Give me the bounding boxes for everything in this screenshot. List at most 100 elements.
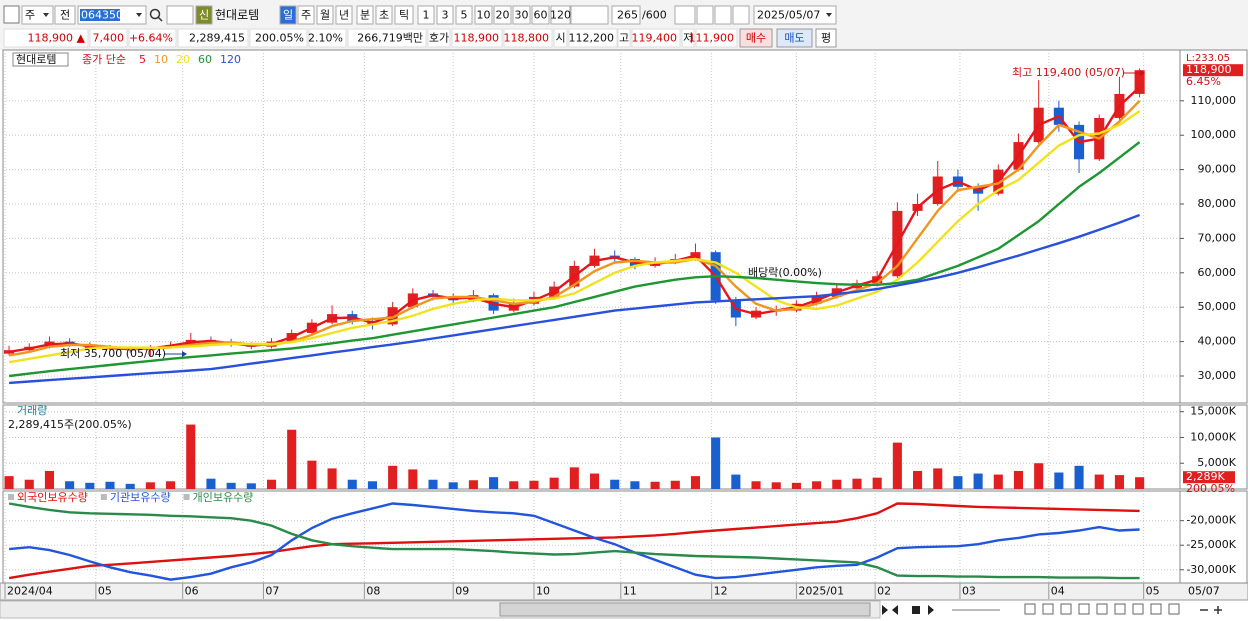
dropdown-arrow[interactable] [826,13,832,17]
toolbar-label[interactable]: 주 [301,9,311,22]
next-button[interactable] [928,605,934,615]
legend-entry[interactable]: 120 [220,53,241,66]
legend-entry[interactable]: 개인보유수량 [193,491,254,504]
settings-button[interactable] [732,5,750,25]
tool-button[interactable] [714,5,732,25]
legend-entry[interactable]: 기관보유수량 [110,491,171,504]
moving-average [8,141,1141,378]
order-button[interactable] [815,28,837,48]
toolbar-label[interactable]: 초 [379,9,389,22]
volume-bar [65,481,75,489]
view-button[interactable] [1096,603,1108,615]
toolbar-button[interactable] [375,5,393,25]
toolbar-label[interactable]: 주 [25,9,35,22]
volume-bar [125,483,135,489]
toolbar-button[interactable] [417,5,435,25]
toolbar-button[interactable] [54,5,76,25]
toolbar-button[interactable] [394,5,414,25]
view-button[interactable] [1078,603,1090,615]
legend-entry[interactable]: 20 [176,53,190,66]
volume-bar [731,474,741,489]
order-button[interactable] [776,28,813,48]
sound-button[interactable] [166,5,194,25]
toolbar-label[interactable]: 5 [461,9,468,22]
menu-icon[interactable] [3,5,20,24]
view-button[interactable] [1150,603,1162,615]
legend-entry[interactable]: 60 [198,53,212,66]
x-end-label: 05/07 [1188,585,1220,598]
toolbar-label[interactable]: 265 [617,9,638,22]
toolbar-button[interactable] [531,5,550,25]
dropdown-arrow[interactable] [43,13,49,17]
volume-bar [650,481,660,489]
legend-entry[interactable]: 외국인보유수량 [17,491,88,504]
quote-value[interactable]: 매수 [746,32,766,45]
toolbar-label[interactable]: 1 [423,9,430,22]
volume-bar [1054,472,1064,489]
play-button[interactable] [882,605,888,615]
toolbar-label[interactable]: 분 [360,9,370,22]
toolbar-label[interactable]: 전 [60,9,70,22]
toolbar-label[interactable]: 틱 [399,9,409,22]
toolbar-button[interactable] [611,5,641,25]
toolbar-label[interactable]: 064350 [81,9,123,22]
quote-value[interactable]: 매도 [784,32,804,45]
view-button[interactable] [1024,603,1036,615]
toolbar-button[interactable] [195,5,213,25]
toolbar-button[interactable] [753,5,837,25]
toolbar-label[interactable]: 120 [550,9,571,22]
order-button[interactable] [739,28,773,48]
legend-entry[interactable]: 5 [139,53,146,66]
view-button[interactable] [1114,603,1126,615]
view-button[interactable] [1060,603,1072,615]
toolbar-label[interactable]: 신 [199,9,209,22]
tool-button[interactable] [696,5,714,25]
tool-button[interactable] [674,5,696,25]
toolbar-button[interactable] [474,5,493,25]
volume-bar [367,481,377,489]
toolbar-button[interactable] [356,5,374,25]
legend-entry[interactable]: 10 [154,53,168,66]
volume-bar [913,470,923,489]
stop-button[interactable] [912,606,920,614]
x-tick-label: 10 [536,585,550,598]
toolbar-button[interactable] [550,5,571,25]
toolbar-button[interactable] [512,5,531,25]
quote-value[interactable]: 평 [821,32,831,45]
toolbar-button[interactable] [279,5,297,25]
volume-bar [630,481,640,489]
toolbar-label[interactable]: 일 [283,8,293,22]
toolbar-label[interactable]: 2025/05/07 [757,9,820,22]
empty-combo[interactable] [570,5,609,25]
scrollbar-thumb[interactable] [499,602,871,617]
toolbar-button[interactable] [455,5,473,25]
toolbar-button[interactable] [335,5,353,25]
view-button[interactable] [1132,603,1144,615]
search-icon[interactable] [149,8,161,20]
toolbar-button[interactable] [493,5,512,25]
volume-bar [388,465,398,489]
view-button[interactable] [1042,603,1054,615]
prev-button[interactable] [892,605,898,615]
toolbar-label[interactable]: 년 [339,9,349,22]
quote-field [503,28,553,48]
holding-line [8,502,1140,581]
toolbar-label[interactable]: 10 [477,9,491,22]
toolbar-label[interactable]: 월 [320,9,330,22]
toolbar-button[interactable] [436,5,454,25]
toolbar-label[interactable]: 60 [534,9,548,22]
x-tick-label: 08 [366,585,380,598]
view-button[interactable] [1168,603,1180,615]
toolbar-label[interactable]: 30 [515,9,529,22]
toolbar-label[interactable]: 3 [442,9,449,22]
high-note: 최고 119,400 (05/07) [1012,66,1125,79]
volume-bar [105,481,115,489]
toolbar-button[interactable] [297,5,315,25]
quote-value: 119,400 [632,32,678,45]
toolbar-label[interactable]: 20 [496,9,510,22]
dropdown-arrow[interactable] [136,13,142,17]
toolbar-button[interactable] [316,5,334,25]
toolbar-button[interactable] [21,5,54,25]
quote-field [347,28,427,48]
